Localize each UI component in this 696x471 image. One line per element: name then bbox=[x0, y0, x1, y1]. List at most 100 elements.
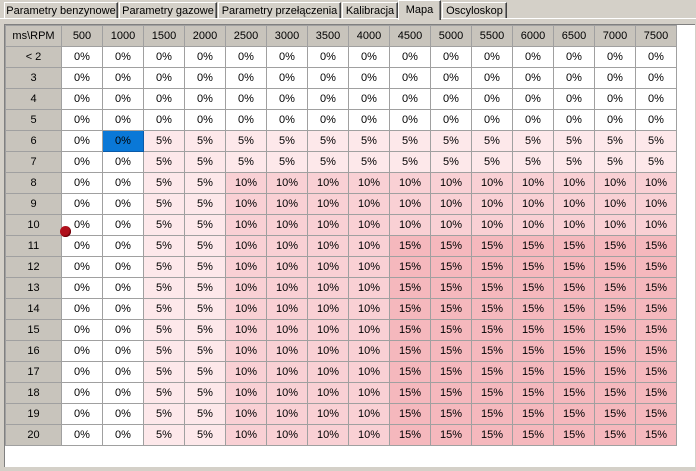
tab-oscyloskop[interactable]: Oscyloskop bbox=[442, 2, 507, 18]
map-cell[interactable]: 15% bbox=[430, 277, 472, 299]
map-cell[interactable]: 15% bbox=[553, 277, 595, 299]
map-cell[interactable]: 0% bbox=[102, 193, 144, 215]
map-cell[interactable]: 15% bbox=[553, 382, 595, 404]
map-cell[interactable]: 5% bbox=[184, 382, 226, 404]
tab-kalibracja[interactable]: Kalibracja bbox=[342, 2, 398, 18]
map-cell[interactable]: 5% bbox=[348, 151, 390, 173]
map-cell[interactable]: 15% bbox=[553, 340, 595, 362]
map-cell[interactable]: 5% bbox=[143, 340, 185, 362]
map-cell[interactable]: 5% bbox=[471, 130, 513, 152]
map-cell[interactable]: 10% bbox=[594, 172, 636, 194]
map-cell[interactable]: 0% bbox=[389, 109, 431, 131]
map-cell[interactable]: 10% bbox=[471, 193, 513, 215]
map-cell[interactable]: 0% bbox=[348, 109, 390, 131]
map-cell[interactable]: 15% bbox=[594, 361, 636, 383]
map-cell[interactable]: 10% bbox=[266, 319, 308, 341]
map-cell[interactable]: 15% bbox=[594, 235, 636, 257]
map-cell[interactable]: 15% bbox=[553, 298, 595, 320]
map-cell[interactable]: 15% bbox=[635, 361, 677, 383]
map-cell[interactable]: 0% bbox=[184, 46, 226, 68]
map-cell[interactable]: 0% bbox=[61, 130, 103, 152]
map-cell[interactable]: 10% bbox=[594, 193, 636, 215]
map-cell[interactable]: 5% bbox=[594, 130, 636, 152]
map-cell[interactable]: 15% bbox=[512, 340, 554, 362]
map-cell[interactable]: 10% bbox=[266, 403, 308, 425]
map-cell[interactable]: 10% bbox=[225, 277, 267, 299]
map-cell[interactable]: 0% bbox=[61, 172, 103, 194]
map-cell[interactable]: 10% bbox=[225, 235, 267, 257]
map-cell[interactable]: 5% bbox=[184, 298, 226, 320]
map-cell[interactable]: 15% bbox=[471, 340, 513, 362]
map-cell[interactable]: 10% bbox=[348, 277, 390, 299]
map-cell[interactable]: 10% bbox=[225, 172, 267, 194]
map-cell[interactable]: 15% bbox=[430, 319, 472, 341]
map-cell[interactable]: 5% bbox=[143, 130, 185, 152]
map-cell[interactable]: 10% bbox=[307, 382, 349, 404]
map-cell[interactable]: 10% bbox=[348, 361, 390, 383]
map-cell[interactable]: 5% bbox=[348, 130, 390, 152]
map-cell[interactable]: 0% bbox=[61, 46, 103, 68]
map-cell[interactable]: 15% bbox=[430, 403, 472, 425]
map-cell[interactable]: 0% bbox=[471, 67, 513, 89]
map-cell[interactable]: 0% bbox=[471, 46, 513, 68]
map-cell[interactable]: 5% bbox=[512, 151, 554, 173]
map-cell[interactable]: 10% bbox=[225, 382, 267, 404]
map-cell[interactable]: 15% bbox=[594, 382, 636, 404]
map-cell[interactable]: 15% bbox=[512, 298, 554, 320]
map-cell[interactable]: 0% bbox=[389, 88, 431, 110]
map-cell[interactable]: 5% bbox=[225, 130, 267, 152]
map-cell[interactable]: 15% bbox=[389, 382, 431, 404]
map-cell[interactable]: 0% bbox=[102, 109, 144, 131]
map-cell[interactable]: 0% bbox=[553, 46, 595, 68]
map-cell[interactable]: 0% bbox=[102, 340, 144, 362]
map-cell[interactable]: 15% bbox=[389, 424, 431, 446]
map-cell[interactable]: 10% bbox=[348, 319, 390, 341]
map-cell[interactable]: 15% bbox=[512, 277, 554, 299]
map-cell[interactable]: 10% bbox=[266, 214, 308, 236]
map-cell[interactable]: 5% bbox=[430, 151, 472, 173]
map-cell[interactable]: 15% bbox=[430, 361, 472, 383]
map-cell[interactable]: 0% bbox=[61, 403, 103, 425]
map-cell[interactable]: 10% bbox=[225, 361, 267, 383]
map-cell[interactable]: 0% bbox=[61, 424, 103, 446]
map-cell[interactable]: 0% bbox=[61, 67, 103, 89]
map-cell[interactable]: 5% bbox=[184, 193, 226, 215]
map-cell[interactable]: 0% bbox=[594, 46, 636, 68]
map-cell[interactable]: 0% bbox=[266, 46, 308, 68]
map-cell[interactable]: 10% bbox=[348, 172, 390, 194]
map-cell[interactable]: 0% bbox=[266, 88, 308, 110]
map-cell[interactable]: 10% bbox=[512, 172, 554, 194]
map-cell[interactable]: 15% bbox=[430, 340, 472, 362]
map-cell[interactable]: 0% bbox=[102, 88, 144, 110]
map-cell[interactable]: 5% bbox=[143, 424, 185, 446]
map-cell[interactable]: 15% bbox=[512, 424, 554, 446]
map-cell[interactable]: 10% bbox=[307, 361, 349, 383]
map-cell[interactable]: 15% bbox=[430, 235, 472, 257]
map-cell[interactable]: 10% bbox=[348, 256, 390, 278]
map-cell[interactable]: 5% bbox=[184, 424, 226, 446]
map-cell[interactable]: 10% bbox=[266, 172, 308, 194]
map-cell[interactable]: 0% bbox=[61, 214, 103, 236]
map-cell[interactable]: 10% bbox=[471, 172, 513, 194]
map-cell[interactable]: 10% bbox=[307, 403, 349, 425]
map-cell[interactable]: 0% bbox=[102, 235, 144, 257]
map-cell[interactable]: 10% bbox=[594, 214, 636, 236]
map-cell[interactable]: 0% bbox=[61, 319, 103, 341]
map-cell[interactable]: 5% bbox=[143, 298, 185, 320]
map-cell[interactable]: 0% bbox=[430, 67, 472, 89]
map-cell[interactable]: 15% bbox=[553, 256, 595, 278]
map-cell[interactable]: 15% bbox=[471, 277, 513, 299]
map-cell[interactable]: 0% bbox=[225, 46, 267, 68]
map-cell[interactable]: 10% bbox=[512, 214, 554, 236]
map-cell[interactable]: 0% bbox=[430, 46, 472, 68]
map-cell[interactable]: 15% bbox=[635, 382, 677, 404]
map-cell[interactable]: 15% bbox=[594, 298, 636, 320]
map-cell[interactable]: 0% bbox=[61, 235, 103, 257]
map-cell[interactable]: 15% bbox=[594, 277, 636, 299]
map-cell[interactable]: 10% bbox=[266, 298, 308, 320]
map-cell[interactable]: 10% bbox=[348, 403, 390, 425]
map-cell[interactable]: 0% bbox=[102, 67, 144, 89]
map-cell[interactable]: 10% bbox=[307, 277, 349, 299]
map-cell[interactable]: 10% bbox=[225, 340, 267, 362]
map-cell[interactable]: 10% bbox=[307, 424, 349, 446]
